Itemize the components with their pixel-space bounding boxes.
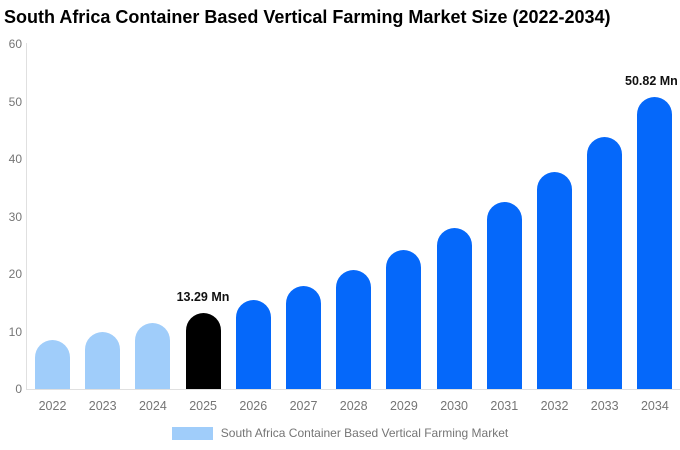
bar-2033[interactable] — [587, 137, 623, 389]
legend-label[interactable]: South Africa Container Based Vertical Fa… — [220, 426, 509, 440]
x-axis-label-2023: 2023 — [88, 399, 117, 413]
x-axis-label-2025: 2025 — [189, 399, 217, 413]
bar-value-label-2025: 13.29 Mn — [176, 289, 230, 304]
x-axis-label-2027: 2027 — [289, 399, 318, 413]
x-axis-label-2029: 2029 — [389, 399, 418, 413]
y-axis-line — [26, 43, 27, 389]
y-axis-label-30: 30 — [8, 209, 22, 224]
x-axis-line — [26, 389, 680, 390]
bar-2032[interactable] — [537, 172, 572, 389]
chart-title: South Africa Container Based Vertical Fa… — [4, 7, 611, 27]
y-axis-label-50: 50 — [8, 94, 22, 109]
legend[interactable]: South Africa Container Based Vertical Fa… — [0, 424, 680, 442]
bar-2026[interactable] — [235, 300, 271, 389]
y-axis-label-60: 60 — [8, 37, 22, 51]
legend-swatch[interactable] — [171, 426, 213, 440]
bar-2028[interactable] — [336, 269, 372, 389]
x-axis-label-2026: 2026 — [239, 399, 268, 413]
bar-2025[interactable] — [185, 312, 221, 389]
bar-2024[interactable] — [135, 323, 171, 389]
bar-2031[interactable] — [486, 202, 522, 389]
x-axis-label-2033: 2033 — [590, 399, 619, 413]
bar-value-label-2034: 50.82 Mn — [625, 73, 678, 88]
x-axis-label-2024: 2024 — [138, 399, 167, 413]
bar-2034[interactable] — [637, 96, 673, 389]
bar-2022[interactable] — [35, 340, 70, 389]
bar-2023[interactable] — [85, 332, 121, 389]
x-axis-label-2022: 2022 — [38, 399, 67, 413]
y-axis-label-10: 10 — [8, 324, 22, 339]
x-axis-label-2028: 2028 — [339, 399, 368, 413]
bar-2029[interactable] — [386, 250, 422, 389]
x-axis-label-2034: 2034 — [640, 399, 669, 413]
bar-2030[interactable] — [436, 228, 472, 389]
bar-2027[interactable] — [286, 286, 321, 389]
y-axis-label-40: 40 — [8, 152, 22, 166]
x-axis-label-2030: 2030 — [440, 399, 468, 413]
x-axis-label-2031: 2031 — [490, 399, 519, 413]
y-axis-label-0: 0 — [15, 382, 22, 396]
x-axis-label-2032: 2032 — [540, 399, 569, 413]
y-axis-label-20: 20 — [8, 267, 22, 281]
